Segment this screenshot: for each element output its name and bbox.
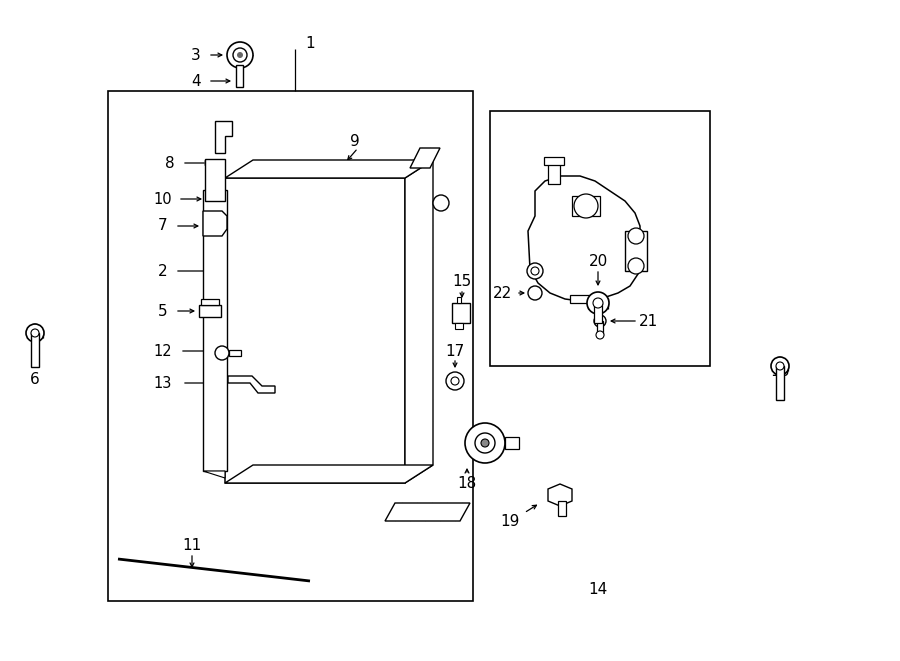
- Circle shape: [227, 42, 253, 68]
- Circle shape: [31, 329, 39, 337]
- Bar: [225, 178, 405, 483]
- Bar: [505, 437, 519, 449]
- Text: 19: 19: [500, 514, 519, 529]
- Circle shape: [203, 304, 217, 318]
- Text: 14: 14: [589, 582, 608, 596]
- Bar: [594, 303, 602, 323]
- Bar: [597, 321, 603, 335]
- Circle shape: [233, 48, 247, 62]
- Bar: [625, 231, 647, 271]
- Polygon shape: [405, 160, 433, 483]
- Bar: [452, 303, 470, 323]
- Bar: [229, 350, 241, 356]
- Text: 13: 13: [154, 375, 172, 391]
- Circle shape: [527, 263, 543, 279]
- Circle shape: [475, 433, 495, 453]
- Polygon shape: [385, 503, 470, 521]
- Bar: [490, 111, 710, 366]
- Text: 18: 18: [457, 475, 477, 490]
- Bar: [236, 65, 243, 87]
- Text: 12: 12: [154, 344, 172, 358]
- Circle shape: [574, 194, 598, 218]
- Circle shape: [596, 331, 604, 339]
- Text: 5: 5: [158, 303, 167, 319]
- Text: 17: 17: [446, 344, 464, 358]
- Bar: [570, 295, 600, 303]
- Polygon shape: [225, 160, 433, 178]
- Bar: [548, 162, 560, 184]
- Text: 21: 21: [638, 313, 658, 329]
- Polygon shape: [548, 484, 572, 506]
- Text: 8: 8: [166, 155, 175, 171]
- Text: 22: 22: [492, 286, 511, 301]
- Bar: [572, 196, 600, 216]
- Text: 11: 11: [183, 539, 202, 553]
- Text: 2: 2: [158, 264, 167, 278]
- Bar: [776, 366, 784, 400]
- Bar: [31, 333, 39, 367]
- Circle shape: [451, 377, 459, 385]
- Bar: [558, 501, 566, 516]
- Circle shape: [465, 423, 505, 463]
- Bar: [455, 323, 463, 329]
- Polygon shape: [203, 471, 225, 478]
- Text: 1: 1: [305, 36, 315, 52]
- Circle shape: [628, 258, 644, 274]
- Polygon shape: [528, 176, 640, 301]
- Polygon shape: [410, 148, 440, 168]
- Circle shape: [628, 228, 644, 244]
- Polygon shape: [215, 121, 232, 153]
- Bar: [457, 297, 461, 303]
- Text: 16: 16: [770, 364, 789, 379]
- Polygon shape: [225, 465, 433, 483]
- Text: 9: 9: [350, 134, 360, 149]
- Text: 4: 4: [191, 73, 201, 89]
- Circle shape: [481, 439, 489, 447]
- Bar: [108, 91, 473, 601]
- Bar: [205, 159, 225, 201]
- Text: 15: 15: [453, 274, 472, 288]
- Circle shape: [26, 324, 44, 342]
- Bar: [203, 190, 227, 471]
- Circle shape: [776, 362, 784, 370]
- Circle shape: [528, 286, 542, 300]
- Bar: [544, 157, 564, 165]
- Circle shape: [215, 346, 229, 360]
- Text: 6: 6: [30, 371, 40, 387]
- Circle shape: [433, 195, 449, 211]
- Text: 20: 20: [589, 254, 608, 268]
- Circle shape: [587, 292, 609, 314]
- Text: 10: 10: [154, 192, 172, 206]
- Polygon shape: [228, 376, 275, 393]
- Text: 7: 7: [158, 219, 167, 233]
- Bar: [201, 299, 219, 305]
- Bar: [199, 305, 221, 317]
- Circle shape: [237, 52, 243, 58]
- Circle shape: [531, 267, 539, 275]
- Text: 3: 3: [191, 48, 201, 63]
- Circle shape: [593, 298, 603, 308]
- Circle shape: [594, 315, 606, 327]
- Circle shape: [446, 372, 464, 390]
- Circle shape: [771, 357, 789, 375]
- Polygon shape: [203, 211, 227, 236]
